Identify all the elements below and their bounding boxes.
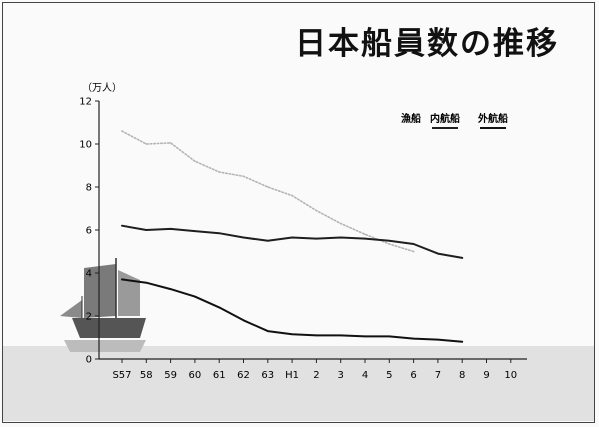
x-tick-label: 60 [189,370,202,381]
series-1-point [121,224,123,227]
series-2-point [412,337,415,340]
series-0-point [218,171,220,173]
legend-label-1: 内航船 [430,112,460,125]
x-tick-label: 7 [435,370,441,381]
y-unit-label: （万人） [82,82,122,94]
series-2-point [315,334,318,337]
series-line-1 [121,224,464,259]
legend-label-0: 漁船 [401,112,421,125]
x-tick-label: 6 [410,370,416,381]
series-2-point [437,338,439,341]
x-tick-label: 5 [386,370,392,381]
series-1-point [437,252,439,255]
x-tick-label: 9 [483,370,489,381]
series-0-point [339,222,342,225]
series-1-point [169,228,172,230]
x-tick-label: 2 [313,370,319,381]
x-tick-label: 8 [459,370,465,381]
x-tick-label: S57 [112,370,131,381]
series-0-point [267,186,269,188]
series-0-point [194,160,196,162]
series-2-point [291,333,293,336]
series-1-point [388,239,391,242]
series-1-point [364,237,366,240]
y-tick-label: 2 [86,312,92,323]
series-1-point [145,229,148,231]
series-2-point [218,306,220,309]
y-tick-label: 12 [79,97,92,108]
series-2-point [388,335,391,338]
legend-label-2: 外航船 [477,112,508,125]
series-1-point [315,237,318,240]
series-0-point [412,250,415,253]
series-0-point [315,209,318,212]
series-2-point [169,288,172,290]
junk-ship-illustration [60,258,146,352]
y-tick-label: 10 [79,140,92,151]
series-0-point [364,233,366,236]
series-0-point [388,243,391,245]
y-tick-label: 4 [86,269,92,280]
x-tick-label: 4 [362,370,368,381]
series-0-point [145,143,148,145]
series-2-point [242,319,245,322]
series-2-point [267,330,269,332]
series-2-point [145,281,148,284]
x-ticks: S57 58 59 60 61 62 63 H1 2 3 4 5 6 7 8 9 10 [112,359,517,381]
x-tick-label: 10 [504,370,517,381]
y-tick-label: 6 [86,226,92,237]
series-2-point [194,295,196,298]
slide-frame [2,2,595,423]
x-tick-label: 59 [164,370,177,381]
y-tick-label: 8 [86,183,92,194]
y-tick-label: 0 [86,355,92,366]
x-tick-label: 61 [213,370,226,381]
series-1-point [242,236,245,239]
x-tick-label: 3 [338,370,344,381]
x-tick-label: H1 [285,370,299,381]
series-0-point [291,194,293,197]
legend: 漁船 内航船 外航船 [401,112,508,129]
series-line-2 [121,278,464,343]
series-line-0 [121,130,415,253]
series-0-point [121,130,123,132]
series-lines [121,130,464,343]
series-2-point [461,341,464,343]
series-2-point [339,334,342,337]
series-1-point [339,236,342,239]
y-ticks: 0 2 4 6 8 10 12 [79,97,99,366]
series-1-point [412,243,415,245]
x-tick-label: 63 [261,370,274,381]
series-2-point [364,335,366,338]
series-2-point [121,278,123,281]
x-tick-label: 58 [140,370,153,381]
series-1-point [267,239,269,242]
series-1-point [291,236,293,239]
chart-title: 日本船員数の推移 [295,26,559,62]
series-1-point [461,257,464,259]
series-1-point [194,230,196,232]
x-tick-label: 62 [237,370,250,381]
series-0-point [242,175,245,178]
series-0-point [169,142,172,144]
series-1-point [218,232,220,235]
